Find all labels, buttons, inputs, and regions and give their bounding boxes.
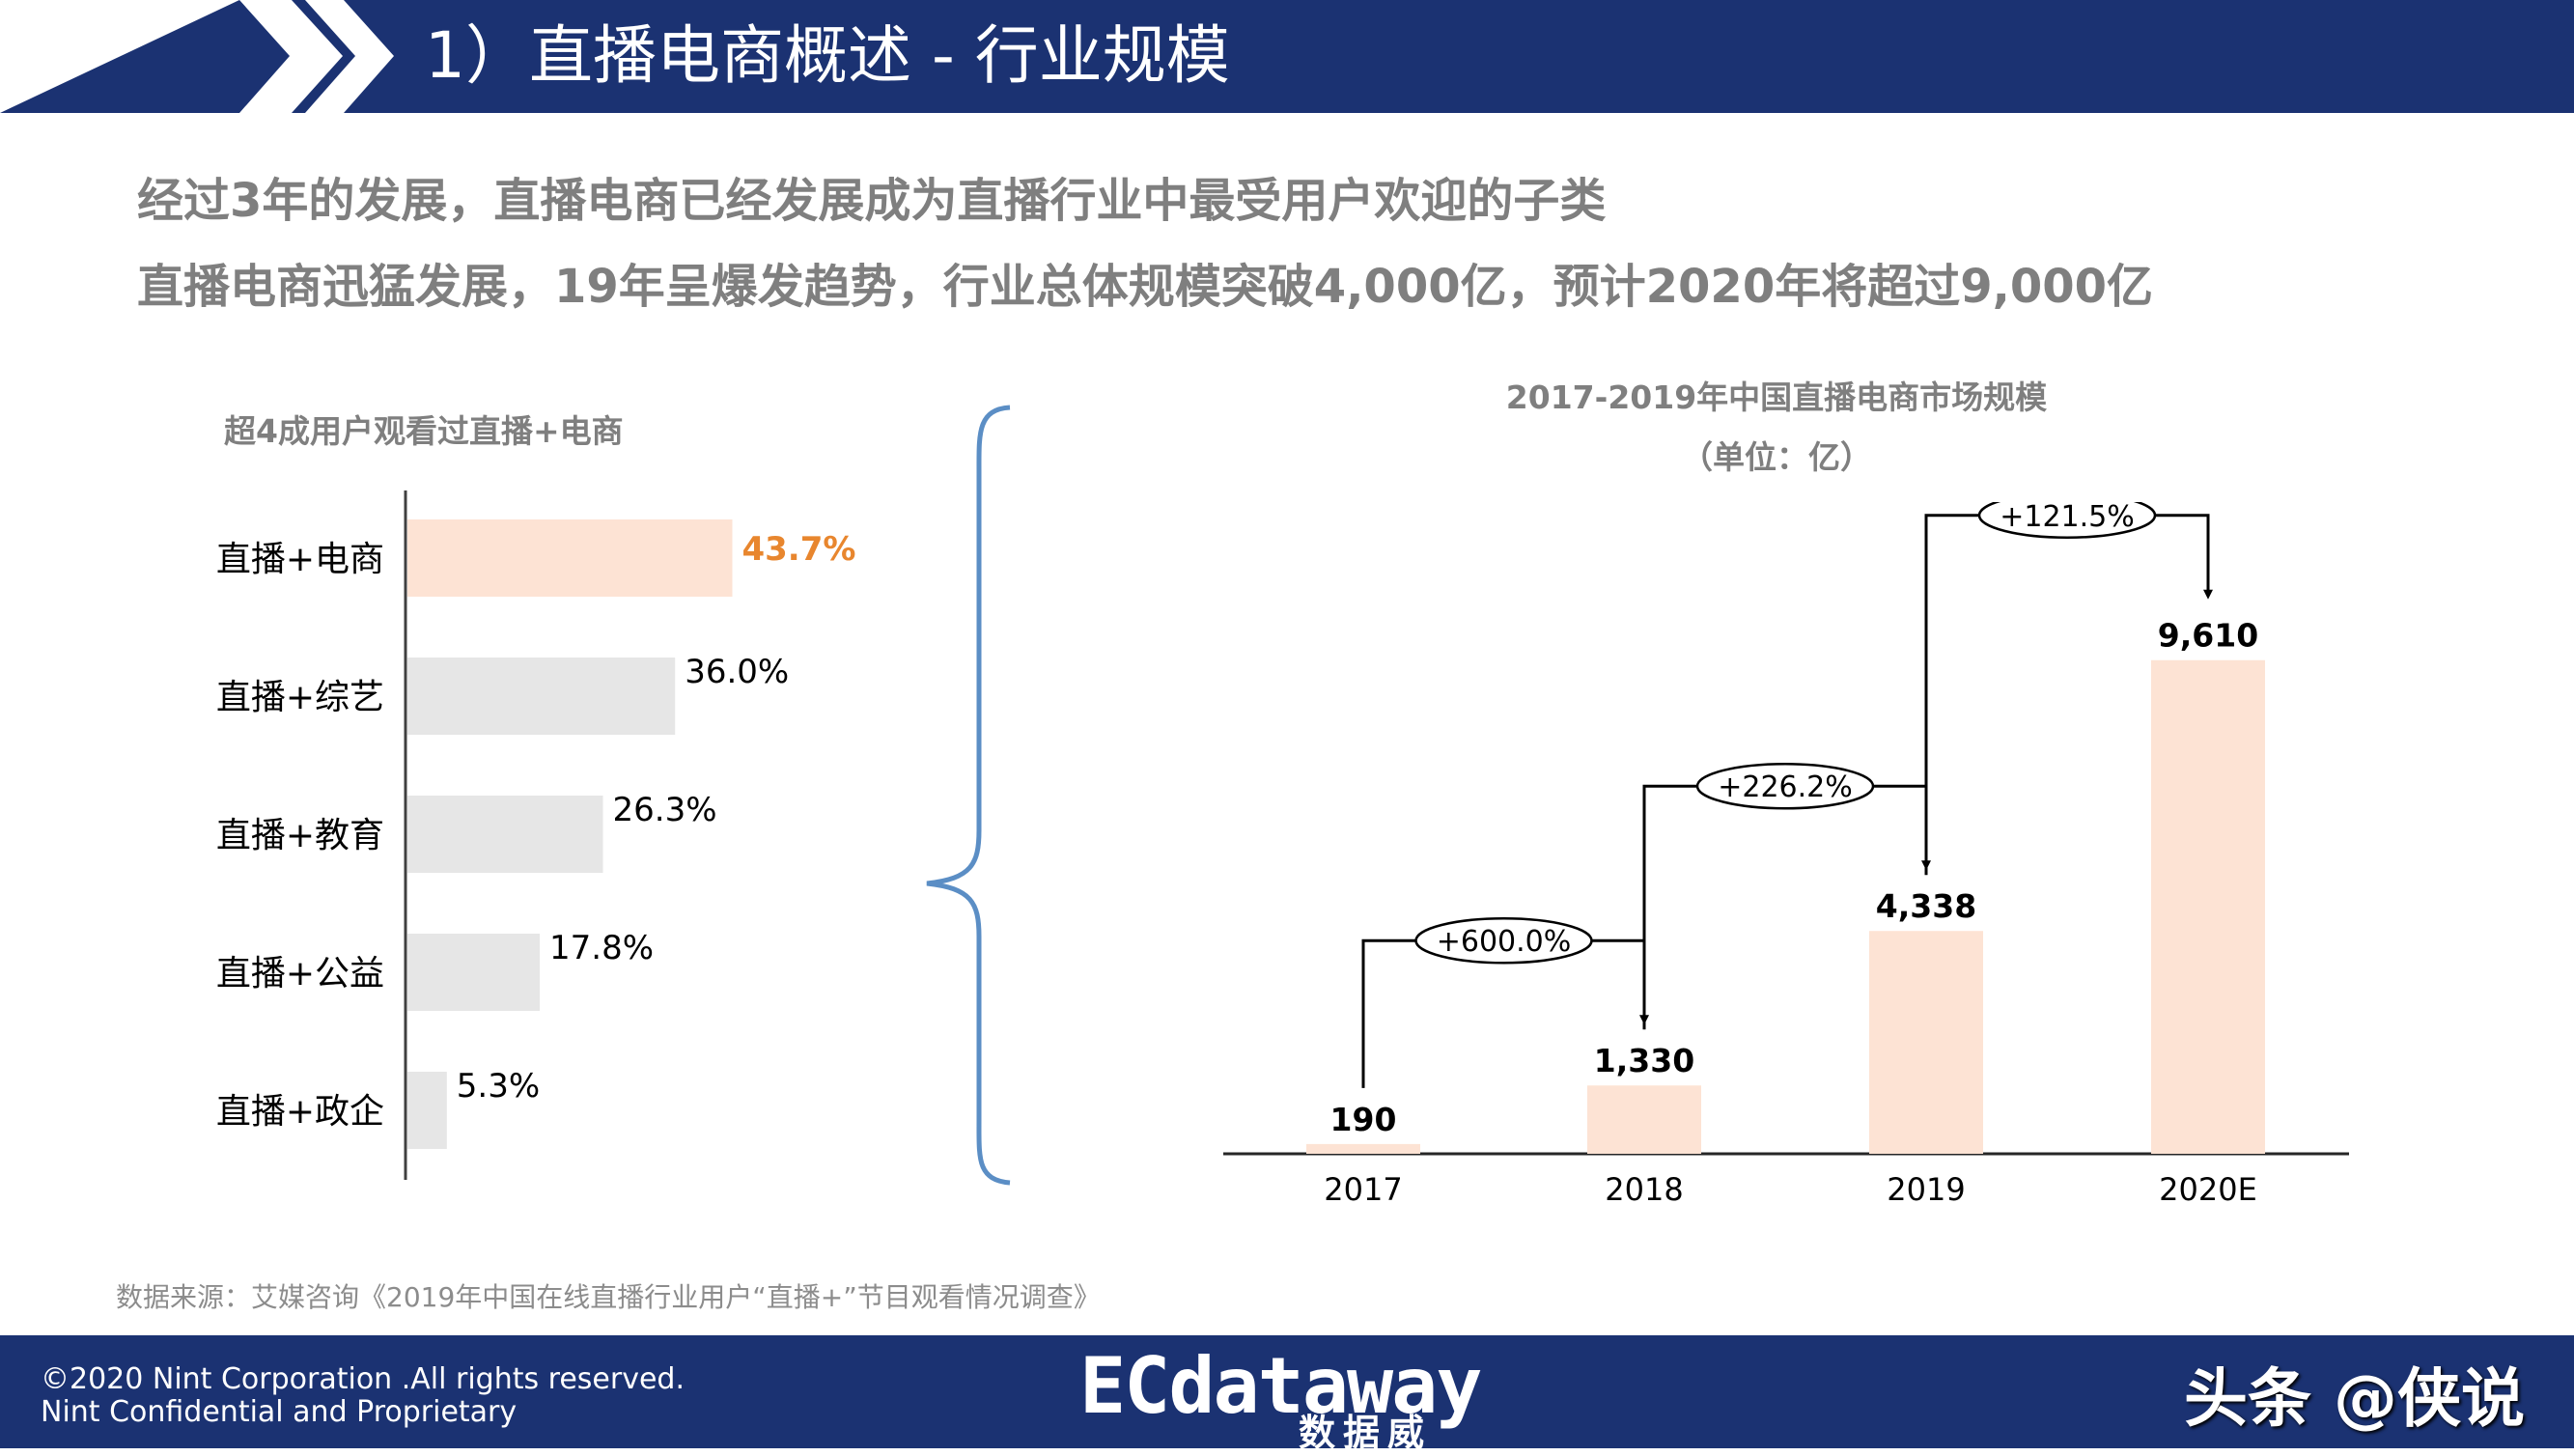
copyright-text: ©2020 Nint Corporation .All rights reser… <box>41 1362 685 1396</box>
left-bar-category: 直播+公益 <box>216 954 384 994</box>
left-bar <box>407 796 603 873</box>
growth-label-bubble <box>1977 502 2157 539</box>
left-bar-value-label: 26.3% <box>613 791 717 829</box>
curly-brace-icon <box>926 405 1011 1186</box>
growth-label: +121.5% <box>2000 502 2135 534</box>
growth-label: +600.0% <box>1437 925 1572 959</box>
market-bar-value-label: 190 <box>1330 1101 1397 1138</box>
right-chart-title: 2017-2019年中国直播电商市场规模 <box>1505 378 2048 416</box>
header-bar: 1）直播电商概述 - 行业规模 <box>0 0 2574 113</box>
source-note: 数据来源：艾媒咨询《2019年中国在线直播行业用户“直播+”节目观看情况调查》 <box>116 1281 1101 1313</box>
footer-bar: ©2020 Nint Corporation .All rights reser… <box>0 1335 2574 1454</box>
market-size-bar-chart: 190 2017 1,330 2018 4,338 2019 9,610 2020E +600.… <box>1223 502 2349 1208</box>
confidential-text: Nint Confidential and Proprietary <box>41 1395 518 1429</box>
left-bar-value-label: 43.7% <box>741 530 855 569</box>
left-bar-value-label: 17.8% <box>549 929 654 967</box>
market-bar <box>1306 1143 1420 1154</box>
market-bar <box>2151 659 2265 1154</box>
x-tick-label: 2018 <box>1605 1171 1683 1208</box>
left-bar-category: 直播+综艺 <box>216 678 384 717</box>
left-bar <box>407 1072 447 1149</box>
right-chart-unit: （单位：亿） <box>1681 438 1872 476</box>
left-chart-title: 超4成用户观看过直播+电商 <box>224 412 624 450</box>
market-bar-value-label: 4,338 <box>1876 887 1976 925</box>
left-bar-category: 直播+电商 <box>216 540 384 579</box>
market-bar <box>1587 1085 1701 1154</box>
market-bar <box>1869 931 1983 1154</box>
left-bar-chart: 直播+电商 43.7% 直播+综艺 36.0% 直播+教育 26.3% 直播+公益 17.8%… <box>216 490 855 1180</box>
x-tick-label: 2020E <box>2159 1171 2257 1208</box>
growth-label-bubble <box>1695 762 1875 810</box>
ecdataway-logo-subtitle: 数据威 <box>1299 1412 1433 1454</box>
market-bar-value-label: 9,610 <box>2158 617 2258 655</box>
watermark-text: 头条 @侠说 <box>2184 1361 2525 1436</box>
growth-label: +226.2% <box>1718 770 1853 804</box>
chevron-arrows-icon <box>0 0 394 113</box>
x-tick-label: 2019 <box>1887 1171 1965 1208</box>
left-bar <box>407 658 676 735</box>
left-bar-value-label: 5.3% <box>457 1067 540 1106</box>
ecdataway-logo: ECdataway <box>1079 1341 1482 1431</box>
x-tick-label: 2017 <box>1324 1171 1402 1208</box>
market-bar-value-label: 1,330 <box>1594 1042 1694 1079</box>
growth-label-bubble <box>1414 916 1593 965</box>
left-bar-value-label: 36.0% <box>685 653 789 691</box>
headline-summary: 经过3年的发展，直播电商已经发展成为直播行业中最受用户欢迎的子类 <box>137 174 1607 228</box>
left-bar <box>407 934 541 1011</box>
left-bar-category: 直播+教育 <box>216 816 384 855</box>
headline-detail: 直播电商迅猛发展，19年呈爆发趋势，行业总体规模突破4,000亿，预计2020年… <box>137 260 2154 314</box>
left-bar-category: 直播+政企 <box>216 1092 384 1132</box>
page-title: 1）直播电商概述 - 行业规模 <box>425 18 1230 93</box>
left-bar <box>407 519 733 597</box>
